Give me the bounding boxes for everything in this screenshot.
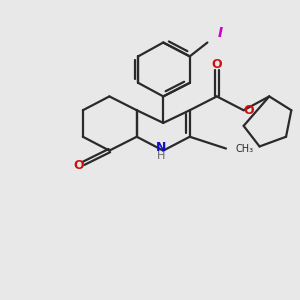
Text: H: H	[157, 151, 165, 161]
Text: O: O	[244, 104, 254, 117]
Text: CH₃: CH₃	[236, 143, 253, 154]
Text: O: O	[73, 159, 84, 172]
Text: N: N	[156, 141, 166, 154]
Text: I: I	[218, 26, 223, 40]
Text: O: O	[212, 58, 222, 71]
